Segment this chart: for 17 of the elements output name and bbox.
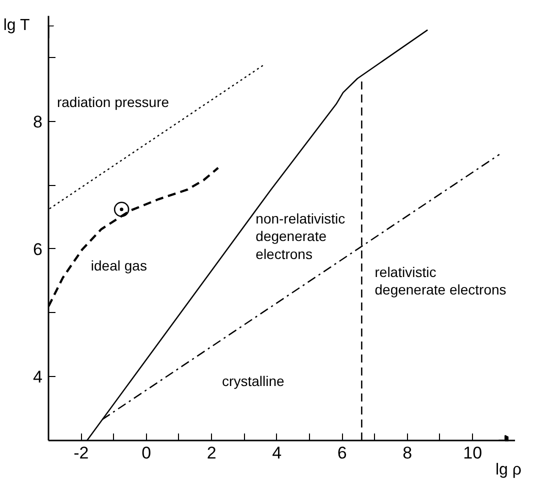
x-tick-label: 2 (206, 444, 216, 462)
x-axis-title: lg ρ (496, 462, 522, 478)
y-axis-title: lg T (3, 17, 30, 34)
x-tick-label: 8 (402, 444, 412, 462)
x-tick-label: 6 (337, 444, 347, 462)
annotation: radiation pressure (56, 94, 170, 110)
annotation: crystalline (222, 373, 285, 390)
y-tick-label: 6 (33, 240, 43, 259)
x-tick-label: 4 (272, 444, 282, 462)
y-tick-label: 4 (33, 368, 43, 387)
x-tick-label: 0 (142, 444, 152, 462)
x-tick-label: -2 (74, 444, 89, 462)
y-tick-label: 8 (33, 112, 43, 132)
annotation: non-relativistic degenerate electrons (256, 210, 346, 262)
x-tick-label: 10 (463, 444, 482, 462)
annotation: relativistic degenerate electrons (374, 264, 506, 298)
annotation: ideal gas (90, 258, 147, 274)
